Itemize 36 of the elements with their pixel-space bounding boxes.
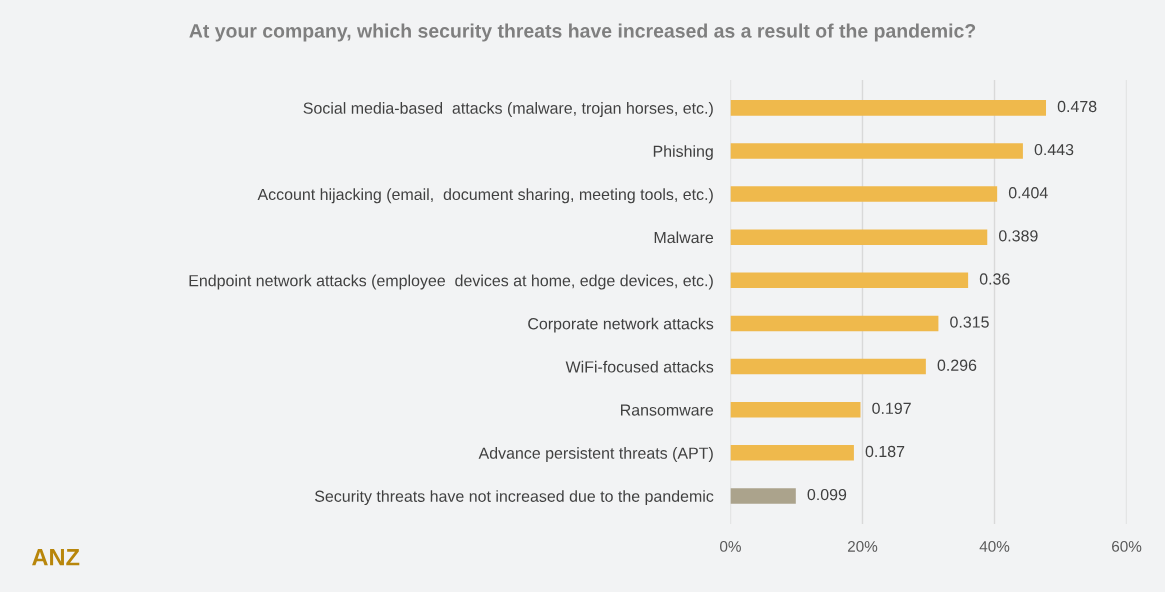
data-label: 0.197 bbox=[872, 402, 911, 415]
bar bbox=[730, 143, 1023, 159]
x-tick-label: 40% bbox=[979, 540, 1010, 552]
bar bbox=[730, 488, 796, 504]
data-label: 0.36 bbox=[979, 273, 1010, 285]
data-label: 0.443 bbox=[1034, 143, 1074, 156]
bar bbox=[730, 401, 861, 418]
data-label: 0.187 bbox=[865, 445, 905, 458]
y-tick-label: Security threats have not increased due to the pandemic bbox=[315, 490, 714, 506]
y-tick-label: Endpoint network attacks (employee devices at home, edge devices, etc.) bbox=[189, 274, 713, 290]
text: ANZ bbox=[32, 549, 80, 566]
x-tick-label: 60% bbox=[1112, 540, 1142, 552]
y-tick-label: Account hijacking (email, document sharing, meeting tools, etc.) bbox=[257, 188, 713, 204]
y-tick-label: Social media-based attacks (malware, trojan horses, etc.) bbox=[303, 102, 713, 117]
bar bbox=[730, 229, 988, 245]
chart-title: At your company, which security threats have increased as a result of the pandemic? bbox=[189, 23, 976, 42]
data-label: 0.478 bbox=[1057, 100, 1097, 113]
data-label: 0.315 bbox=[950, 316, 989, 328]
data-label: 0.389 bbox=[998, 230, 1038, 242]
bar bbox=[730, 445, 854, 461]
y-tick-label: Ransomware bbox=[621, 404, 714, 416]
bar bbox=[730, 272, 969, 289]
data-label: 0.296 bbox=[937, 359, 977, 371]
y-tick-label: Malware bbox=[654, 231, 714, 244]
y-tick-label: Advance persistent threats (APT) bbox=[478, 447, 713, 462]
y-tick-label: Phishing bbox=[653, 145, 713, 161]
x-tick-label: 20% bbox=[847, 540, 878, 552]
data-label: 0.404 bbox=[1008, 187, 1048, 199]
bar bbox=[730, 358, 926, 375]
y-tick-label: Corporate network attacks bbox=[528, 317, 714, 333]
data-label: 0.099 bbox=[807, 488, 847, 501]
y-tick-label: WiFi-focused attacks bbox=[565, 360, 714, 373]
bar bbox=[730, 315, 939, 332]
x-tick-label: 0% bbox=[720, 540, 741, 552]
bar bbox=[730, 100, 1047, 116]
bar bbox=[730, 186, 998, 202]
